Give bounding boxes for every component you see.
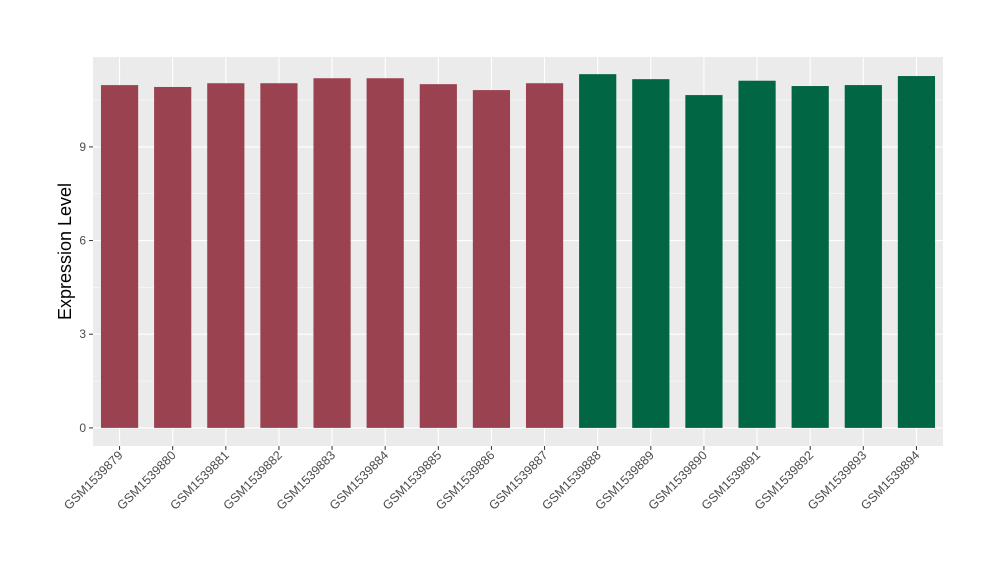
y-tick-label: 0 (79, 421, 86, 435)
bar-GSM1539892 (791, 86, 829, 428)
y-axis-label: Expression Level (55, 183, 75, 320)
bar-GSM1539884 (366, 78, 404, 428)
y-tick-label: 9 (79, 140, 86, 154)
bar-GSM1539888 (579, 74, 617, 428)
bar-GSM1539889 (632, 79, 670, 428)
bar-GSM1539883 (313, 78, 351, 428)
y-tick-label: 3 (79, 327, 86, 341)
bar-GSM1539894 (897, 76, 936, 428)
bar-GSM1539885 (419, 84, 457, 428)
bar-GSM1539887 (525, 83, 564, 428)
y-tick-label: 6 (79, 234, 86, 248)
bar-GSM1539881 (207, 83, 245, 428)
bar-GSM1539890 (685, 95, 723, 428)
bar-GSM1539886 (472, 90, 511, 428)
bar-GSM1539893 (844, 85, 882, 428)
bar-GSM1539879 (100, 85, 139, 428)
bar-GSM1539880 (154, 86, 192, 428)
bar-GSM1539882 (260, 83, 298, 428)
bar-GSM1539891 (738, 80, 776, 428)
